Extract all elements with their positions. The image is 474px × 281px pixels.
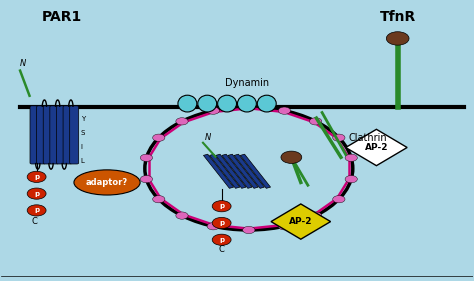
Circle shape bbox=[243, 103, 255, 111]
Text: C: C bbox=[219, 245, 225, 254]
Ellipse shape bbox=[74, 170, 140, 195]
Circle shape bbox=[345, 154, 357, 161]
Circle shape bbox=[153, 196, 165, 203]
Text: I: I bbox=[81, 144, 82, 150]
Text: adaptor?: adaptor? bbox=[86, 178, 128, 187]
Text: p: p bbox=[34, 174, 39, 180]
FancyBboxPatch shape bbox=[43, 106, 52, 164]
Circle shape bbox=[386, 32, 409, 45]
Text: PAR1: PAR1 bbox=[42, 10, 82, 24]
Text: AP-2: AP-2 bbox=[365, 143, 388, 152]
Polygon shape bbox=[346, 129, 407, 166]
Circle shape bbox=[145, 107, 353, 230]
Circle shape bbox=[333, 196, 345, 203]
Polygon shape bbox=[203, 154, 234, 188]
Polygon shape bbox=[240, 154, 271, 188]
Polygon shape bbox=[271, 204, 330, 239]
Circle shape bbox=[176, 118, 188, 125]
FancyBboxPatch shape bbox=[36, 106, 46, 164]
Polygon shape bbox=[222, 154, 252, 188]
Text: p: p bbox=[219, 220, 224, 226]
Circle shape bbox=[278, 107, 291, 114]
Circle shape bbox=[345, 176, 357, 183]
Text: TfnR: TfnR bbox=[380, 10, 416, 24]
Text: p: p bbox=[219, 237, 224, 243]
Ellipse shape bbox=[237, 95, 256, 112]
Circle shape bbox=[176, 212, 188, 219]
Text: Y: Y bbox=[81, 116, 85, 122]
Circle shape bbox=[207, 223, 219, 230]
Circle shape bbox=[281, 151, 302, 164]
FancyBboxPatch shape bbox=[56, 106, 65, 164]
Circle shape bbox=[207, 107, 219, 114]
Circle shape bbox=[140, 154, 153, 161]
Text: Dynamin: Dynamin bbox=[225, 78, 269, 88]
Text: Clathrin: Clathrin bbox=[348, 133, 387, 143]
Circle shape bbox=[212, 217, 231, 228]
Text: C: C bbox=[31, 217, 37, 226]
Circle shape bbox=[310, 118, 322, 125]
Text: AP-2: AP-2 bbox=[289, 217, 312, 226]
Text: p: p bbox=[34, 207, 39, 213]
FancyBboxPatch shape bbox=[30, 106, 39, 164]
Circle shape bbox=[27, 171, 46, 182]
Circle shape bbox=[243, 226, 255, 234]
Polygon shape bbox=[216, 154, 246, 188]
Ellipse shape bbox=[198, 95, 217, 112]
Circle shape bbox=[212, 234, 231, 245]
Ellipse shape bbox=[178, 95, 197, 112]
Text: L: L bbox=[81, 158, 84, 164]
Text: p: p bbox=[34, 191, 39, 197]
Circle shape bbox=[212, 201, 231, 212]
FancyBboxPatch shape bbox=[70, 106, 79, 164]
Circle shape bbox=[278, 223, 291, 230]
Text: p: p bbox=[219, 203, 224, 209]
Ellipse shape bbox=[257, 95, 276, 112]
Circle shape bbox=[27, 188, 46, 199]
Ellipse shape bbox=[218, 95, 237, 112]
Polygon shape bbox=[228, 154, 258, 188]
FancyBboxPatch shape bbox=[63, 106, 72, 164]
Circle shape bbox=[333, 134, 345, 141]
Circle shape bbox=[140, 176, 153, 183]
Text: S: S bbox=[81, 130, 85, 136]
Circle shape bbox=[27, 205, 46, 216]
Circle shape bbox=[310, 212, 322, 219]
Text: N: N bbox=[205, 133, 211, 142]
Polygon shape bbox=[210, 154, 240, 188]
Circle shape bbox=[153, 134, 165, 141]
Text: N: N bbox=[19, 59, 26, 68]
Polygon shape bbox=[234, 154, 264, 188]
FancyBboxPatch shape bbox=[50, 106, 59, 164]
